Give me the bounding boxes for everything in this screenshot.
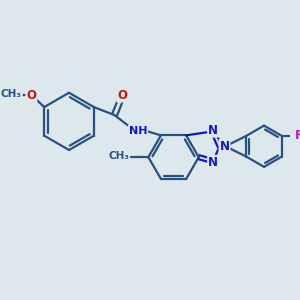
Text: CH₃: CH₃ [1,88,22,99]
Text: F: F [295,129,300,142]
Text: N: N [208,156,218,169]
Text: O: O [117,88,127,101]
Text: N: N [208,124,218,137]
Text: NH: NH [129,126,147,136]
Text: O: O [26,88,36,101]
Text: N: N [220,140,230,153]
Text: CH₃: CH₃ [108,151,129,161]
